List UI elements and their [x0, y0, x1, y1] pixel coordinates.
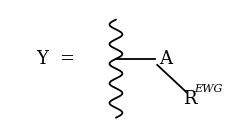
Text: EWG: EWG	[194, 84, 222, 94]
Text: Y: Y	[36, 50, 48, 68]
Text: =: =	[59, 50, 74, 68]
Text: R: R	[183, 90, 196, 108]
Text: A: A	[159, 50, 172, 68]
